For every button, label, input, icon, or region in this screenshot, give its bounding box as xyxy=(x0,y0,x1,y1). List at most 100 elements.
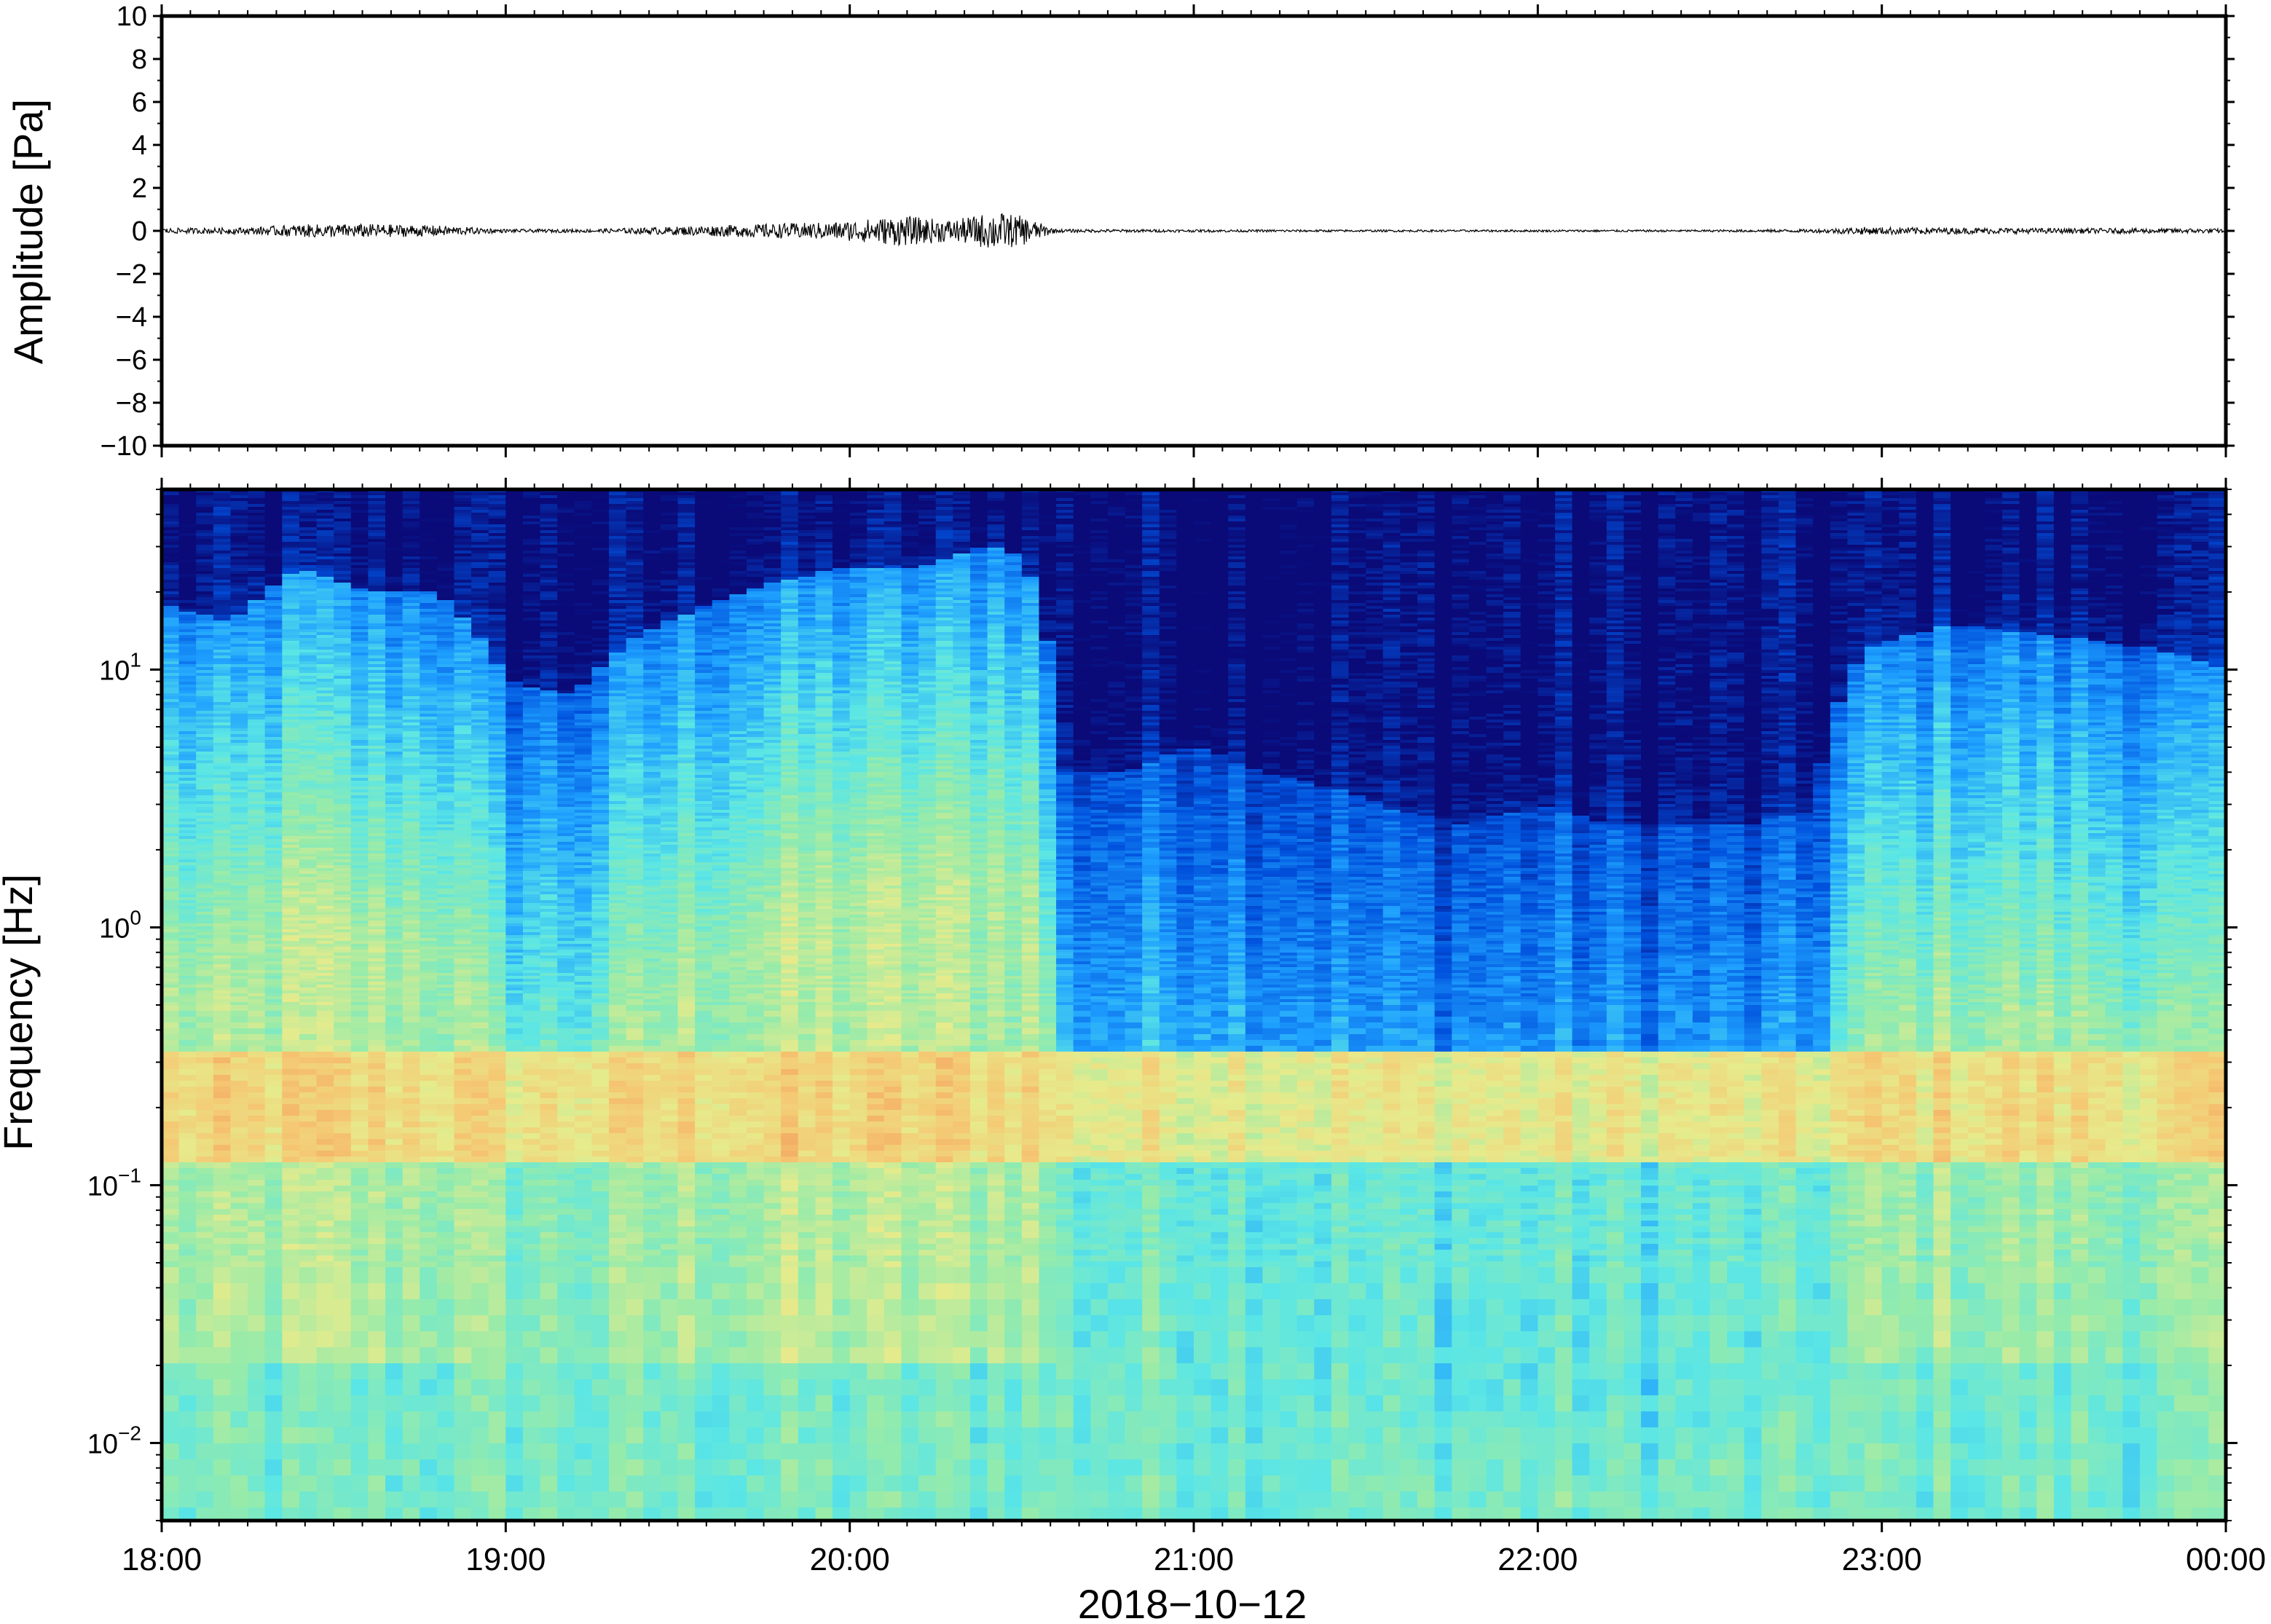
spectrogram-cell xyxy=(351,1046,369,1052)
spectrogram-cell xyxy=(282,1052,299,1058)
spectrogram-cell xyxy=(179,1122,197,1128)
spectrogram-cell xyxy=(334,1104,351,1111)
spectrogram-cell xyxy=(162,1459,179,1476)
spectrogram-cell xyxy=(368,1110,385,1116)
spectrogram-cell xyxy=(196,1347,213,1364)
spectrogram-cell xyxy=(213,1475,231,1492)
spectrogram-cell xyxy=(385,1363,403,1380)
spectrogram-cell xyxy=(179,1052,197,1058)
spectrogram-cell xyxy=(230,1347,248,1364)
spectrogram-cell xyxy=(213,1232,231,1239)
spectrogram-cell xyxy=(334,1395,351,1412)
spectrogram-cell xyxy=(385,1017,403,1023)
spectrogram-cell xyxy=(299,1215,317,1221)
spectrogram-cell xyxy=(162,1034,179,1041)
spectrogram-cell xyxy=(385,1411,403,1428)
amplitude-tick-label: 2 xyxy=(132,173,147,204)
spectrogram-cell xyxy=(317,1226,334,1233)
spectrogram-cell xyxy=(351,1168,369,1175)
spectrogram-cell xyxy=(248,1057,265,1064)
spectrogram-cell xyxy=(282,1261,299,1268)
spectrogram-cell xyxy=(162,1331,179,1348)
spectrogram-cell xyxy=(265,1087,283,1093)
spectrogram-cell xyxy=(196,1040,213,1046)
spectrogram-cell xyxy=(179,1174,197,1180)
spectrogram-cell xyxy=(248,1162,265,1169)
spectrogram-cell xyxy=(368,1238,385,1245)
spectrogram-cell xyxy=(265,1069,283,1076)
spectrogram-cell xyxy=(368,1087,385,1093)
spectrogram-cell xyxy=(317,1174,334,1180)
spectrogram-cell xyxy=(230,1145,248,1151)
spectrogram-cell xyxy=(265,1127,283,1134)
spectrogram-cell xyxy=(179,1098,197,1105)
spectrogram-cell xyxy=(248,1261,265,1268)
spectrogram-cell xyxy=(179,1104,197,1111)
spectrogram-cell xyxy=(248,1427,265,1444)
spectrogram-cell xyxy=(230,1081,248,1087)
spectrogram-cell xyxy=(265,1283,283,1300)
spectrogram-cell xyxy=(282,1215,299,1221)
spectrogram-cell xyxy=(213,1151,231,1157)
spectrogram-cell xyxy=(265,1226,283,1233)
spectrogram-cell xyxy=(351,1459,369,1476)
spectrogram-cell xyxy=(334,1215,351,1221)
spectrogram-cell xyxy=(368,1022,385,1029)
spectrogram-cell xyxy=(282,1232,299,1239)
spectrogram-cell xyxy=(385,1052,403,1058)
spectrogram-cell xyxy=(368,1226,385,1233)
spectrogram-cell xyxy=(299,1162,317,1169)
spectrogram-cell xyxy=(196,1283,213,1300)
spectrogram-cell xyxy=(299,1022,317,1029)
spectrogram-cell xyxy=(265,1104,283,1111)
spectrogram-cell xyxy=(299,1145,317,1151)
spectrogram-cell xyxy=(282,1180,299,1186)
spectrogram-cell xyxy=(299,1250,317,1256)
spectrogram-cell xyxy=(317,1215,334,1221)
spectrogram-cell xyxy=(282,1063,299,1070)
spectrogram-cell xyxy=(299,1040,317,1046)
spectrogram-cell xyxy=(265,1256,283,1262)
spectrogram-cell xyxy=(230,1299,248,1316)
spectrogram-cell xyxy=(213,1040,231,1046)
spectrogram-cell xyxy=(196,1363,213,1380)
spectrogram-cell xyxy=(385,1491,403,1508)
spectrogram-cell xyxy=(248,1209,265,1215)
spectrogram-cell xyxy=(385,1191,403,1198)
spectrogram-cell xyxy=(282,1347,299,1364)
spectrogram-cell xyxy=(230,1133,248,1140)
spectrogram-cell xyxy=(213,1168,231,1175)
spectrogram-cell xyxy=(334,1162,351,1169)
spectrogram-cell xyxy=(282,1168,299,1175)
spectrogram-cell xyxy=(368,1379,385,1396)
spectrogram-cell xyxy=(230,1427,248,1444)
spectrogram-cell xyxy=(162,1127,179,1134)
spectrogram-cell xyxy=(213,1459,231,1476)
spectrogram-cell xyxy=(299,1028,317,1035)
spectrogram-cell xyxy=(385,1395,403,1412)
spectrogram-cell xyxy=(351,1034,369,1041)
spectrogram-cell xyxy=(265,1168,283,1175)
spectrogram-cell xyxy=(334,1110,351,1116)
spectrogram-cell xyxy=(368,1139,385,1146)
spectrogram-cell xyxy=(162,1011,179,1017)
spectrogram-cell xyxy=(179,1209,197,1215)
spectrogram-cell xyxy=(162,1238,179,1245)
spectrogram-cell xyxy=(299,1475,317,1492)
frequency-axis-label: Frequency [Hz] xyxy=(0,874,41,1151)
spectrogram-cell xyxy=(248,1110,265,1116)
spectrogram-cell xyxy=(385,1221,403,1227)
spectrogram-cell xyxy=(334,1238,351,1245)
spectrogram-cell xyxy=(248,1156,265,1163)
spectrogram-cell xyxy=(385,1226,403,1233)
amplitude-tick-label: −10 xyxy=(101,431,147,462)
spectrogram-cell xyxy=(368,1215,385,1221)
spectrogram-cell xyxy=(282,1491,299,1508)
spectrogram-cell xyxy=(196,1411,213,1428)
spectrogram-cell xyxy=(179,1315,197,1332)
spectrogram-cell xyxy=(248,1347,265,1364)
spectrogram-cell xyxy=(213,1197,231,1204)
spectrogram-cell xyxy=(179,1092,197,1099)
spectrogram-cell xyxy=(179,1180,197,1186)
spectrogram-cell xyxy=(299,1379,317,1396)
